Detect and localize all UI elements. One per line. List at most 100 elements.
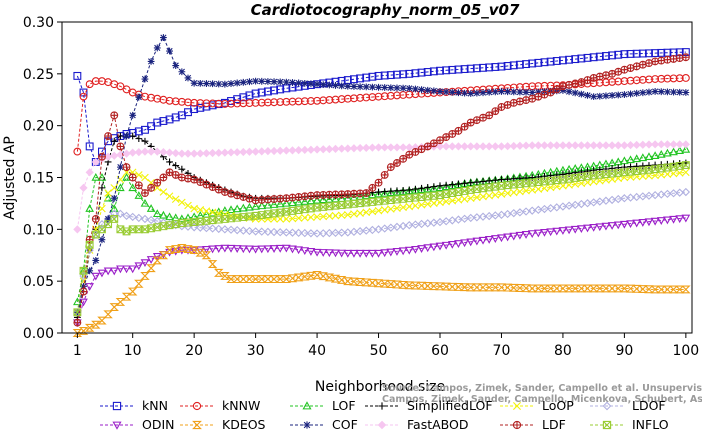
data-point-fastabod [485, 142, 494, 151]
data-point-ldof [546, 204, 555, 213]
legend-marker-inflo [602, 420, 612, 430]
data-point-kdeos [189, 246, 199, 255]
data-point-knn [485, 63, 494, 72]
data-point-lof [177, 214, 187, 223]
data-point-odin [503, 233, 512, 242]
data-point-lof [165, 212, 174, 221]
data-point-ldof [534, 205, 543, 215]
data-point-ldof [337, 228, 346, 237]
data-point-knnw [239, 99, 248, 108]
data-point-simplifiedlof [141, 137, 149, 145]
data-point-kdeos [300, 272, 310, 281]
data-point-lof [675, 146, 685, 155]
data-point-fastabod [399, 143, 408, 152]
data-point-odin [650, 217, 660, 226]
data-point-fastabod [312, 145, 322, 154]
data-point-lof [411, 185, 420, 194]
data-point-cof [110, 194, 118, 202]
data-point-loop [522, 186, 530, 195]
data-point-fastabod [233, 148, 242, 157]
data-point-kdeos [146, 264, 156, 273]
data-point-kdeos [238, 275, 249, 284]
data-point-ldof [220, 225, 230, 234]
data-point-fastabod [380, 143, 389, 152]
data-point-fastabod [245, 147, 254, 156]
legend-marker-ldf [512, 420, 522, 430]
data-point-odin [601, 222, 611, 231]
data-point-lof [103, 193, 113, 202]
legend-marker-simplifiedlof [378, 402, 386, 410]
data-point-cof [559, 87, 567, 94]
data-point-cof [129, 111, 137, 119]
data-point-knn [595, 52, 604, 61]
data-point-kdeos [619, 284, 630, 293]
legend-label: kNN [142, 398, 168, 413]
data-point-kdeos [416, 281, 427, 290]
legend-label: LDF [542, 417, 566, 432]
data-point-kdeos [257, 275, 267, 284]
axes: 0.00 0.05 0.10 0.15 0.20 0.25 0.30 1 10 20 30 40 50 6… [23, 15, 699, 359]
data-point-cof [160, 34, 167, 41]
data-point-fastabod [190, 149, 199, 158]
data-point-lof [632, 154, 642, 163]
data-point-kdeos [281, 275, 292, 284]
data-point-cof [123, 132, 130, 140]
data-point-odin [214, 245, 224, 253]
data-point-knn [460, 65, 469, 74]
data-point-knn [626, 49, 635, 58]
data-point-cof [590, 93, 598, 101]
data-point-fastabod [626, 141, 635, 150]
data-point-lof [159, 210, 168, 219]
data-point-fastabod [337, 144, 346, 153]
data-point-ldof [368, 225, 377, 235]
data-point-ldof [398, 221, 408, 231]
data-point-ldof [110, 209, 119, 218]
data-point-simplifiedlof [467, 179, 475, 187]
data-point-ldof [140, 214, 150, 224]
data-point-kdeos [269, 275, 279, 284]
data-point-kdeos [564, 284, 574, 293]
data-point-odin [638, 219, 648, 227]
data-point-kdeos [644, 285, 654, 294]
legend-marker-fastabod [377, 420, 387, 430]
data-point-loop [479, 192, 487, 201]
data-point-kdeos [306, 271, 316, 280]
data-point-knnw [313, 96, 322, 105]
data-point-knn [233, 95, 242, 104]
data-point-kdeos [398, 280, 408, 289]
data-point-knn [466, 64, 475, 73]
data-point-ldof [577, 199, 586, 209]
data-point-knnw [294, 97, 303, 106]
data-point-cof [424, 86, 432, 94]
data-point-ldof [663, 189, 672, 199]
data-point-knnw [171, 97, 180, 106]
data-point-odin [411, 245, 420, 254]
data-point-odin [398, 247, 408, 256]
data-point-fastabod [503, 142, 512, 151]
data-point-ldof [515, 208, 525, 217]
data-point-kdeos [509, 283, 519, 292]
legend-item-loop: LoOP [500, 398, 574, 413]
data-point-simplifiedlof [166, 158, 173, 166]
data-point-knnw [184, 98, 192, 107]
data-point-lof [312, 195, 322, 204]
data-point-loop [417, 201, 426, 209]
data-point-loop [442, 197, 450, 206]
data-point-cof [270, 78, 278, 86]
data-point-knn [85, 142, 94, 151]
data-point-ldf [380, 171, 389, 179]
data-point-fastabod [595, 141, 604, 150]
data-point-loop [368, 207, 377, 216]
data-point-odin [331, 249, 340, 258]
data-point-knnw [608, 77, 617, 86]
data-point-fastabod [564, 141, 574, 150]
data-point-loop [165, 192, 174, 200]
data-point-cof [135, 93, 143, 101]
data-point-loop [460, 195, 469, 203]
data-point-fastabod [472, 142, 481, 151]
data-point-cof [258, 77, 266, 85]
data-point-cof [356, 83, 364, 91]
data-point-lof [650, 151, 660, 159]
data-point-cof [332, 82, 339, 89]
data-point-ldof [589, 198, 598, 207]
